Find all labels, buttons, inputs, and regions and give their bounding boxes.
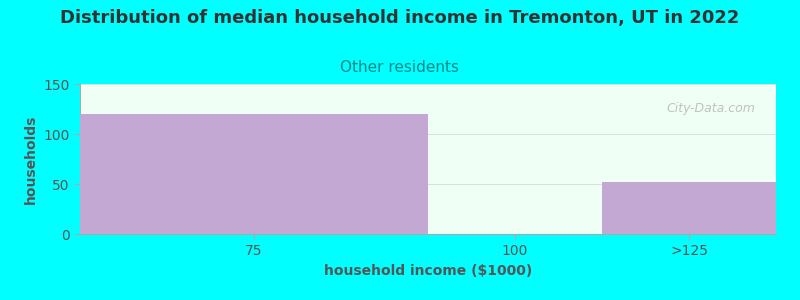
Bar bbox=[602, 182, 776, 234]
Text: Other residents: Other residents bbox=[341, 60, 459, 75]
Bar bbox=[80, 114, 428, 234]
Y-axis label: households: households bbox=[24, 114, 38, 204]
Text: Distribution of median household income in Tremonton, UT in 2022: Distribution of median household income … bbox=[60, 9, 740, 27]
X-axis label: household income ($1000): household income ($1000) bbox=[324, 264, 532, 278]
Text: City-Data.com: City-Data.com bbox=[666, 102, 755, 115]
